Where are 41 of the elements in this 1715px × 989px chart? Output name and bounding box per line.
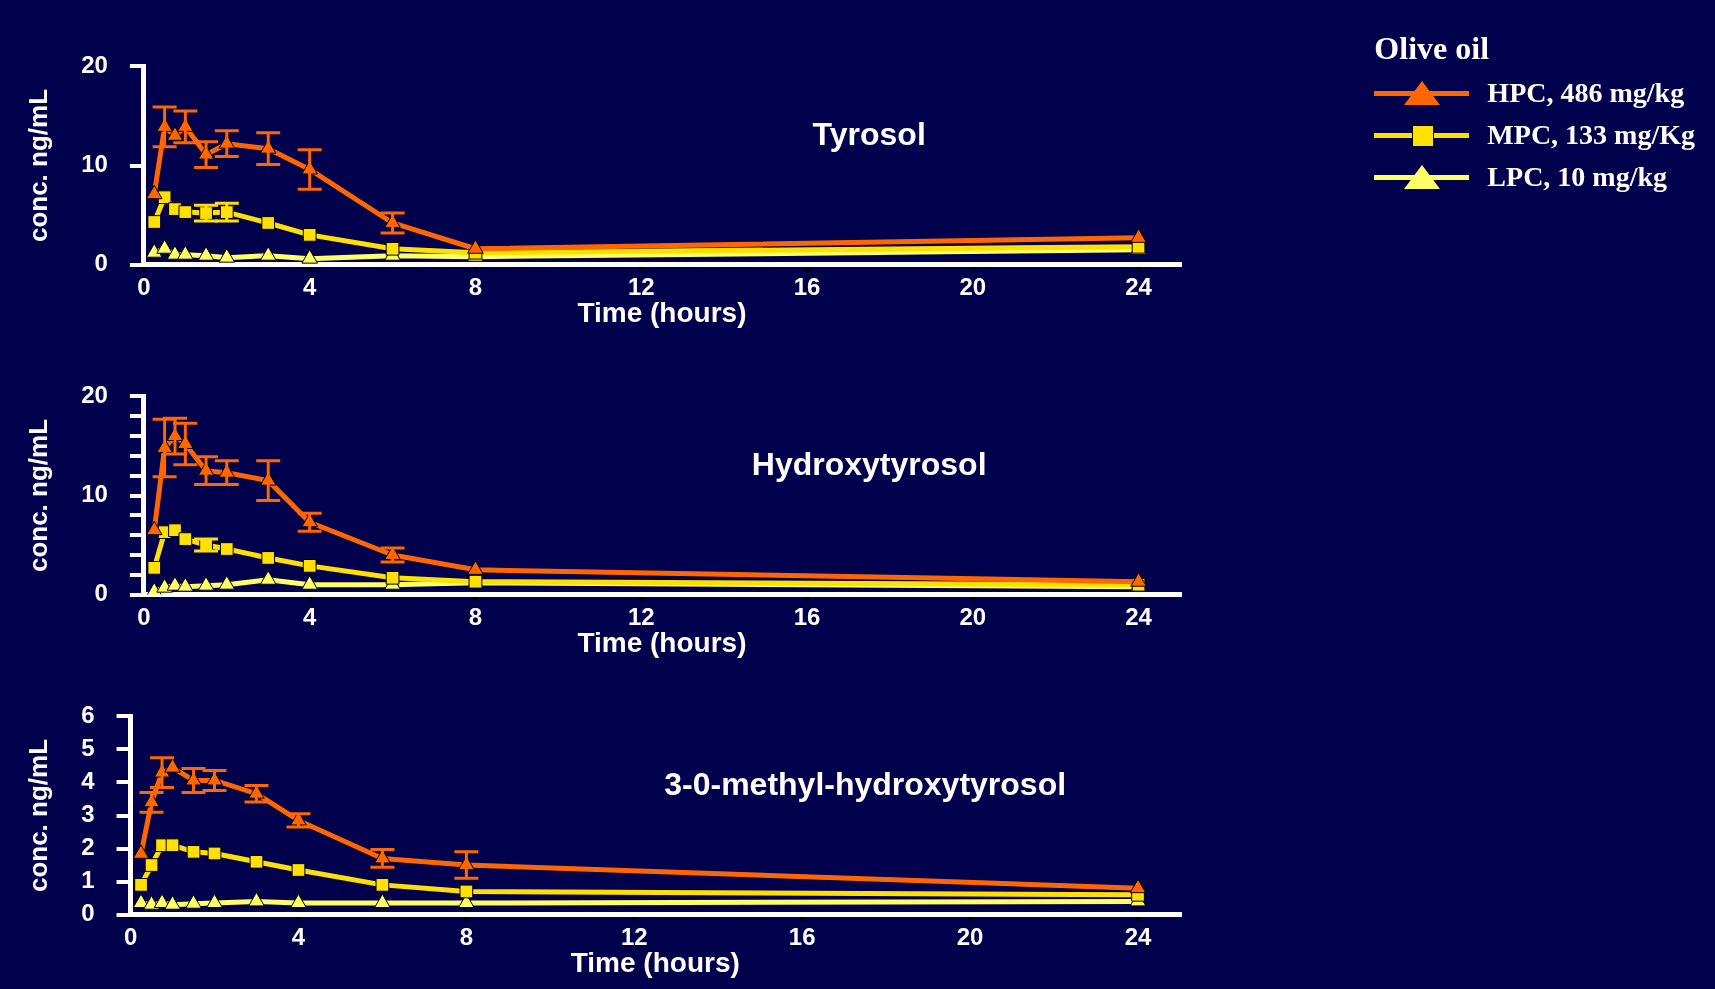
x-tick-label: 16 (793, 602, 821, 630)
x-tick-label: 20 (956, 922, 984, 950)
text: Tyrosol (812, 115, 926, 152)
x-tick-label: 8 (468, 602, 483, 630)
x-tick-label: 24 (1124, 922, 1153, 950)
x-tick-label: 20 (959, 272, 987, 300)
x-tick-label: 8 (459, 922, 474, 950)
y-axis-title: conc. ng/mL (22, 88, 53, 243)
y-tick-label: 0 (94, 249, 108, 277)
y-tick-label: 4 (81, 767, 96, 795)
legend-title: Olive oil (1374, 30, 1490, 67)
x-tick-label: 16 (788, 922, 816, 950)
x-tick-label: 0 (137, 602, 151, 630)
y-axis-title: conc. ng/mL (22, 738, 53, 893)
x-tick-label: 20 (959, 602, 987, 630)
x-tick-label: 16 (793, 272, 821, 300)
x-tick-label: 0 (123, 922, 138, 950)
y-tick-label: 10 (81, 480, 108, 508)
y-axis-title: conc. ng/mL (22, 418, 53, 573)
x-tick-label: 0 (137, 272, 151, 300)
legend-label: HPC, 486 mg/kg (1487, 77, 1685, 109)
y-tick-label: 1 (81, 866, 95, 894)
y-tick-label: 3 (81, 800, 95, 828)
y-tick-label: 0 (81, 899, 95, 927)
x-tick-label: 24 (1125, 272, 1153, 300)
x-tick-label: 24 (1125, 602, 1153, 630)
legend-label: MPC, 133 mg/Kg (1487, 119, 1695, 151)
x-tick-label: 8 (468, 272, 483, 300)
y-tick-label: 6 (81, 701, 95, 729)
y-tick-label: 5 (81, 734, 95, 762)
y-tick-label: 10 (81, 150, 108, 178)
text: 3-0-methyl-hydroxytyrosol (664, 765, 1067, 802)
y-tick-label: 20 (81, 51, 108, 79)
y-tick-label: 2 (81, 833, 95, 861)
legend-label: LPC, 10 mg/kg (1487, 161, 1668, 193)
text: Hydroxytyrosol (751, 445, 987, 482)
x-tick-label: 4 (291, 922, 306, 950)
y-tick-label: 20 (81, 381, 108, 409)
x-tick-label: 4 (302, 272, 317, 300)
y-tick-label: 0 (94, 579, 108, 607)
x-tick-label: 4 (302, 602, 317, 630)
